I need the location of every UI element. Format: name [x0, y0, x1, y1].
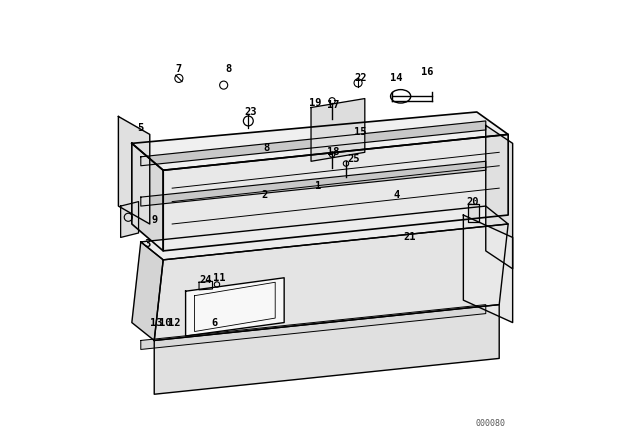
Polygon shape — [163, 134, 508, 251]
Text: 13: 13 — [150, 318, 163, 327]
Polygon shape — [121, 202, 139, 237]
Polygon shape — [468, 204, 479, 222]
Text: 10: 10 — [159, 318, 172, 327]
Text: 8: 8 — [225, 65, 231, 74]
Text: 4: 4 — [393, 190, 399, 200]
Text: 12: 12 — [168, 318, 180, 327]
Text: 000080: 000080 — [476, 419, 505, 428]
Text: 14: 14 — [390, 73, 403, 83]
Text: 6: 6 — [212, 318, 218, 327]
Polygon shape — [141, 161, 486, 206]
Text: 2: 2 — [261, 190, 267, 200]
Text: 16: 16 — [421, 67, 434, 77]
Polygon shape — [118, 116, 150, 224]
Polygon shape — [141, 206, 508, 260]
Text: 17: 17 — [327, 100, 340, 110]
Text: 7: 7 — [176, 65, 182, 74]
Polygon shape — [141, 305, 486, 349]
Polygon shape — [132, 112, 508, 170]
Polygon shape — [311, 99, 365, 161]
Polygon shape — [141, 121, 486, 166]
Polygon shape — [486, 125, 513, 269]
Polygon shape — [154, 305, 499, 394]
Text: 23: 23 — [244, 107, 257, 117]
Text: 20: 20 — [466, 197, 479, 207]
Text: 9: 9 — [151, 215, 157, 224]
Polygon shape — [186, 278, 284, 336]
Text: 22: 22 — [354, 73, 367, 83]
Text: 19: 19 — [309, 98, 322, 108]
Text: 1: 1 — [315, 181, 321, 191]
Polygon shape — [463, 215, 513, 323]
Polygon shape — [132, 143, 163, 251]
Text: 24: 24 — [200, 275, 212, 285]
Text: 3: 3 — [145, 239, 150, 249]
Polygon shape — [132, 242, 163, 340]
Polygon shape — [154, 224, 508, 340]
Text: 21: 21 — [403, 233, 416, 242]
Text: 15: 15 — [354, 127, 367, 137]
Text: 25: 25 — [348, 154, 360, 164]
Text: 5: 5 — [138, 123, 144, 133]
Text: 18: 18 — [327, 147, 340, 157]
Text: 11: 11 — [213, 273, 225, 283]
Text: 8: 8 — [263, 143, 269, 153]
